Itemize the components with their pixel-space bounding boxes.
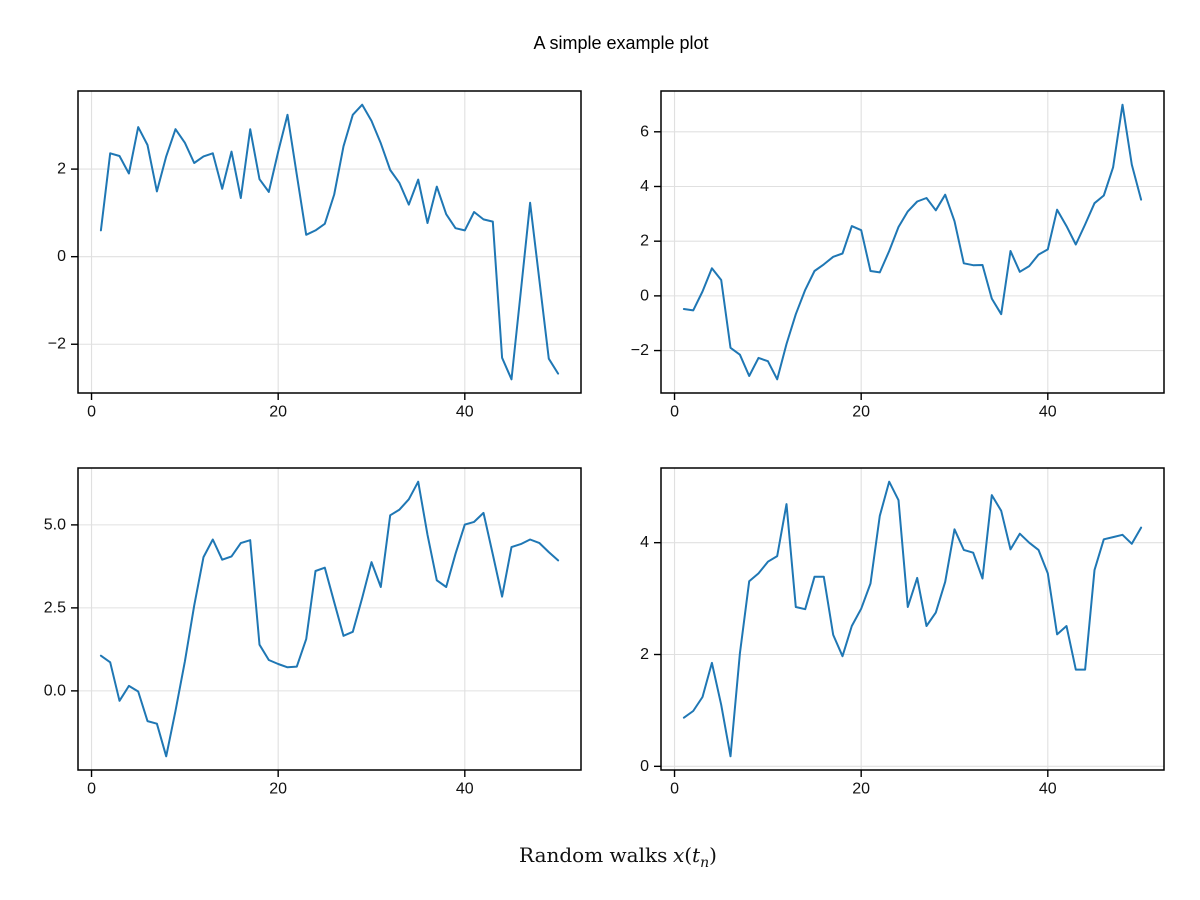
axes-spines: [660, 90, 1165, 394]
figure-xlabel: Random walks x(tn): [519, 843, 717, 870]
tick-marks: [71, 524, 466, 777]
x-tick-label: 20: [852, 780, 870, 797]
axes-spines: [77, 467, 582, 771]
y-tick-label: 5.0: [44, 516, 66, 533]
gridlines: [661, 91, 1164, 393]
x-tick-label: 20: [852, 403, 870, 420]
xlabel-paren-open: (: [684, 843, 693, 867]
x-tick-label: 40: [456, 403, 474, 420]
x-tick-label: 40: [456, 780, 474, 797]
random-walk-line: [99, 480, 560, 758]
random-walk-line: [682, 103, 1143, 381]
random-walk-line: [99, 103, 560, 381]
tick-marks: [71, 168, 466, 400]
subplot-bottom-left: 0 20 40 5.0 2.5 0.0: [44, 467, 582, 797]
xlabel-math-sub: n: [700, 855, 710, 871]
y-tick-label: −2: [631, 342, 649, 359]
x-tick-label: 20: [269, 403, 287, 420]
y-tick-label: 4: [640, 178, 649, 195]
y-tick-label: 2: [640, 233, 649, 250]
xlabel-math-arg: t: [692, 843, 701, 867]
x-tick-label: 0: [670, 780, 679, 797]
axes-spines: [660, 467, 1165, 771]
x-tick-label: 20: [269, 780, 287, 797]
y-tick-label: 2: [57, 161, 66, 178]
axes-spines: [77, 90, 582, 394]
x-tick-label: 0: [87, 403, 96, 420]
xlabel-math-var: x: [672, 843, 685, 867]
tick-labels: 0 20 40 5.0 2.5 0.0: [44, 516, 474, 797]
y-tick-label: 2: [640, 646, 649, 663]
figure-title: A simple example plot: [533, 33, 709, 53]
x-tick-label: 0: [87, 780, 96, 797]
y-tick-label: −2: [48, 336, 66, 353]
gridlines: [78, 468, 581, 770]
y-tick-label: 6: [640, 123, 649, 140]
xlabel-text: Random walks: [519, 843, 668, 867]
y-tick-label: 4: [640, 534, 649, 551]
y-tick-label: 2.5: [44, 599, 66, 616]
random-walk-line: [682, 480, 1143, 758]
x-tick-label: 0: [670, 403, 679, 420]
y-tick-label: 0: [640, 287, 649, 304]
x-tick-label: 40: [1039, 403, 1057, 420]
y-tick-label: 0.0: [44, 682, 66, 699]
x-tick-label: 40: [1039, 780, 1057, 797]
gridlines: [78, 91, 581, 393]
tick-marks: [654, 131, 1049, 400]
tick-marks: [654, 541, 1049, 777]
y-tick-label: 0: [640, 758, 649, 775]
gridlines: [661, 468, 1164, 770]
xlabel-paren-close: ): [709, 843, 717, 867]
y-tick-label: 0: [57, 248, 66, 265]
